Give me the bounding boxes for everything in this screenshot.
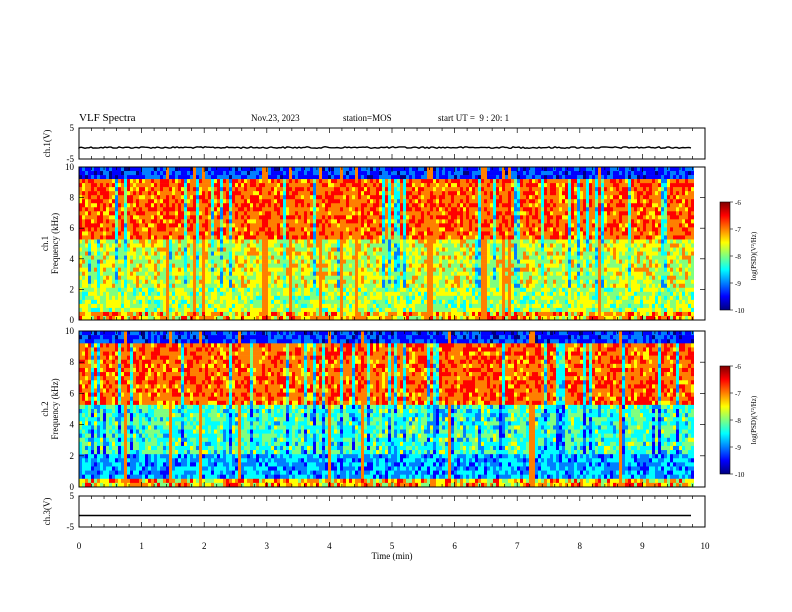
colorbar-tick-label: -9 (735, 444, 741, 452)
colorbar-tick-label: -8 (735, 417, 741, 425)
colorbar-1: -6 -7 -8 -9 -10 log(PSD)(V²/Hz) (719, 199, 758, 315)
ytick-label: 8 (70, 193, 75, 203)
colorbar-tick-label: -10 (735, 471, 745, 479)
colorbar-tick-label: -7 (735, 226, 741, 234)
ylabel-channel: ch.2 (40, 401, 50, 416)
station-label: station=MOS (343, 113, 392, 123)
ytick-label: 4 (70, 420, 75, 430)
ytick-label: 4 (70, 254, 75, 264)
waveform-0 (78, 145, 692, 150)
colorbar-label: log(PSD)(V²/Hz) (750, 231, 758, 280)
xtick-label: 6 (452, 541, 457, 551)
chart-title: VLF Spectra (79, 112, 136, 124)
ytick-label: 8 (70, 357, 75, 367)
start-ut-label: start UT = 9 : 20: 1 (438, 113, 510, 123)
ylabel: ch.3(V) (42, 498, 52, 526)
ytick-label: 2 (70, 451, 75, 461)
colorbar-tick-label: -9 (735, 280, 741, 288)
xtick-label: 8 (578, 541, 583, 551)
xtick-label: 5 (390, 541, 395, 551)
ylabel: ch.1(V) (42, 130, 52, 158)
ytick-label: 0 (70, 315, 75, 325)
xtick-label: 0 (77, 541, 82, 551)
colorbar-gradient (719, 201, 731, 311)
ytick-label: 5 (70, 491, 75, 501)
panel-3-axes: 5 -5 ch.3(V) 0 1 2 3 4 5 6 7 8 9 10 Time (min) (42, 491, 710, 561)
ytick-label: -5 (67, 522, 75, 532)
ytick-label: 2 (70, 284, 75, 294)
xtick-label: 1 (139, 541, 144, 551)
ytick-label: 0 (70, 482, 75, 492)
ytick-label: 6 (70, 223, 75, 233)
ylabel-frequency: Frequency (kHz) (50, 378, 60, 439)
waveform-line (78, 145, 692, 150)
panel-1-axes: 0 2 4 6 8 10 ch.1 Frequency (kHz) (40, 162, 706, 325)
panel-0-axes: 5 -5 ch.1(V) (42, 123, 706, 164)
colorbar-tick-label: -7 (735, 390, 741, 398)
xtick-label: 3 (265, 541, 270, 551)
colorbar-tick-label: -10 (735, 307, 745, 315)
ylabel-frequency: Frequency (kHz) (50, 213, 60, 274)
colorbar-2: -6 -7 -8 -9 -10 log(PSD)(V²/Hz) (719, 363, 758, 479)
colorbar-gradient (719, 365, 731, 475)
xlabel: Time (min) (372, 551, 413, 561)
xtick-label: 2 (202, 541, 207, 551)
ytick-label: 6 (70, 388, 75, 398)
ytick-label: -5 (67, 154, 75, 164)
colorbar-tick-label: -8 (735, 253, 741, 261)
colorbar-tick-label: -6 (735, 199, 741, 207)
xtick-label: 7 (515, 541, 520, 551)
spectrogram-1 (79, 167, 694, 321)
colorbar-label: log(PSD)(V²/Hz) (750, 395, 758, 444)
ylabel-channel: ch.1 (40, 236, 50, 251)
xtick-label: 9 (640, 541, 645, 551)
colorbar-tick-label: -6 (735, 363, 741, 371)
date-label: Nov.23, 2023 (251, 113, 300, 123)
ytick-label: 5 (70, 123, 75, 133)
ytick-label: 10 (65, 326, 75, 336)
panel-2-axes: 0 2 4 6 8 10 ch.2 Frequency (kHz) (40, 326, 706, 492)
spectrogram-2 (79, 331, 694, 488)
ytick-label: 10 (65, 162, 75, 172)
xtick-label: 4 (327, 541, 332, 551)
xtick-label: 10 (701, 541, 711, 551)
